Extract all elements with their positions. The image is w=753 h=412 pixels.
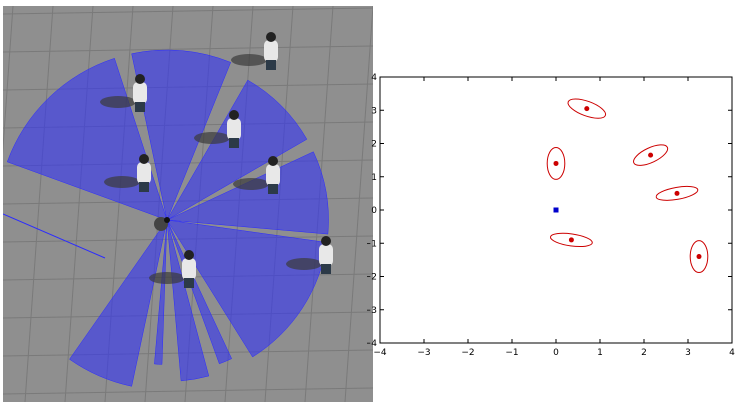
laser-sector xyxy=(154,219,168,365)
x-tick-label: −3 xyxy=(417,348,430,358)
person-point xyxy=(674,190,680,196)
y-tick-label: −3 xyxy=(367,306,377,316)
x-tick-label: −2 xyxy=(461,348,474,358)
person-icon xyxy=(100,74,147,112)
person-point xyxy=(584,106,590,112)
person-uncertainty-ellipse xyxy=(655,185,699,201)
tracking-plot-canvas: −4 −3 −2 −1 0 1 2 3 4 4 3 2 1 0 −1 −2 −3 −4 xyxy=(367,73,735,358)
tracking-plot: −4 −3 −2 −1 0 1 2 3 4 4 3 2 1 0 −1 −2 −3 −4 xyxy=(367,72,747,362)
laser-sector xyxy=(166,151,329,235)
x-tick-label: −4 xyxy=(373,348,387,358)
x-tick-label: 4 xyxy=(729,348,735,358)
person-point xyxy=(696,254,702,260)
person-icon xyxy=(104,154,151,192)
laser-ray xyxy=(3,213,106,259)
laser-sector xyxy=(166,219,232,365)
person-icon xyxy=(286,236,333,274)
plot-marks xyxy=(546,98,709,274)
person-point xyxy=(648,152,654,158)
y-axis-ticks: 4 3 2 1 0 −1 −2 −3 −4 xyxy=(367,73,732,349)
person-uncertainty-ellipse xyxy=(546,146,566,180)
person-point xyxy=(553,160,559,166)
person-uncertainty-ellipse xyxy=(567,98,607,119)
x-tick-label: −1 xyxy=(505,348,518,358)
y-tick-label: 3 xyxy=(371,106,377,116)
person-uncertainty-ellipse xyxy=(549,232,593,248)
person-icon xyxy=(231,32,278,70)
y-tick-label: 4 xyxy=(371,73,377,83)
robot-icon xyxy=(154,217,170,231)
person-icon xyxy=(149,250,196,288)
person-point xyxy=(568,237,574,243)
person-icon xyxy=(233,156,280,194)
laser-sector xyxy=(131,49,232,221)
simulation-canvas xyxy=(3,6,373,402)
x-tick-label: 0 xyxy=(553,348,559,358)
y-tick-label: −2 xyxy=(367,273,377,283)
y-tick-label: 0 xyxy=(371,206,377,216)
robot-marker xyxy=(553,207,559,213)
laser-sector xyxy=(69,219,168,387)
y-tick-label: 1 xyxy=(371,173,377,183)
person-uncertainty-ellipse xyxy=(689,240,709,274)
laser-sector xyxy=(166,219,210,382)
person-uncertainty-ellipse xyxy=(633,144,669,166)
y-tick-label: −4 xyxy=(367,339,377,349)
gazebo-simulation-view xyxy=(3,6,373,402)
person-icon xyxy=(194,110,241,148)
x-axis-ticks: −4 −3 −2 −1 0 1 2 3 4 xyxy=(373,77,735,358)
people xyxy=(100,32,333,288)
laser-sector xyxy=(166,79,308,221)
x-tick-label: 2 xyxy=(641,348,647,358)
y-tick-label: 2 xyxy=(371,140,377,150)
x-tick-label: 1 xyxy=(597,348,603,358)
x-tick-label: 3 xyxy=(685,348,691,358)
y-tick-label: −1 xyxy=(367,239,377,249)
